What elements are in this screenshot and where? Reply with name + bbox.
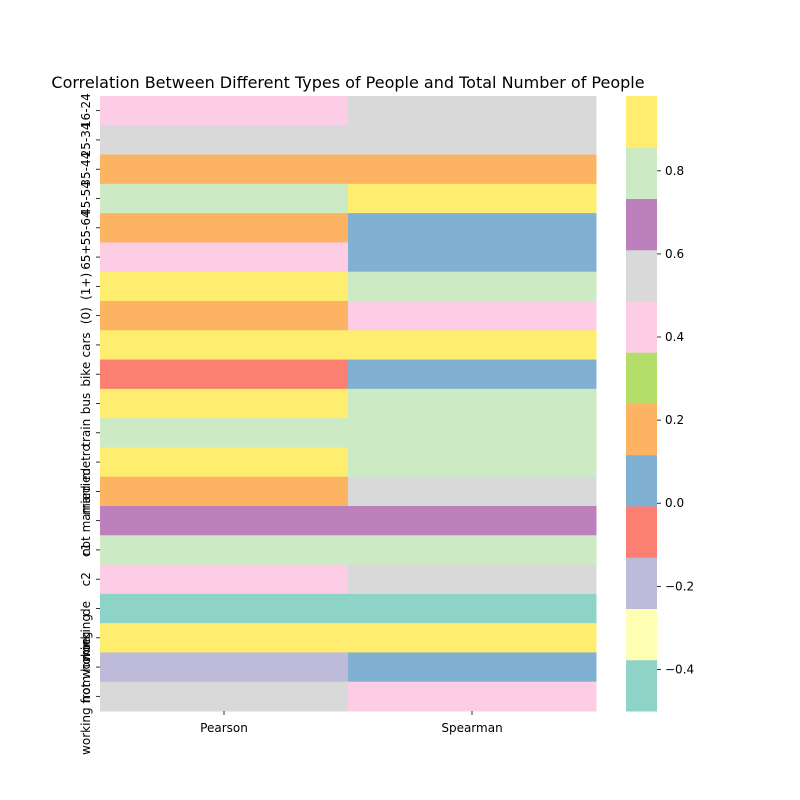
colorbar-segment: [626, 147, 657, 199]
colorbar-segment: [626, 249, 657, 302]
y-tick-label: bike: [79, 362, 93, 387]
heatmap-cell: [100, 154, 349, 185]
y-tick-label: working from home: [79, 638, 93, 755]
colorbar-segment: [626, 352, 657, 404]
heatmap-cell: [100, 652, 349, 683]
heatmap-cell: [100, 418, 349, 448]
colorbar-tick-label: 0.0: [665, 496, 684, 510]
colorbar-tick-label: −0.4: [665, 662, 694, 676]
colorbar-segment: [626, 659, 657, 712]
y-tick-label: bus: [79, 393, 93, 414]
heatmap-cell: [100, 330, 349, 361]
heatmap-cell: [348, 183, 597, 214]
y-tick-label: 55-64: [79, 210, 93, 245]
y-tick-label: c1: [79, 543, 93, 557]
y-tick-label: metro: [79, 444, 93, 480]
y-tick-label: cars: [79, 332, 93, 357]
y-tick-label: 65+: [79, 244, 93, 269]
colorbar-tick-label: 0.6: [665, 247, 684, 261]
y-tick-label: de: [79, 601, 93, 616]
heatmap-cell: [100, 125, 349, 156]
y-tick-label: 35-44: [79, 152, 93, 187]
heatmap-cell: [100, 476, 349, 507]
heatmap-cell: [100, 388, 349, 419]
heatmap-cell: [100, 359, 349, 390]
heatmap-cell: [348, 301, 597, 331]
heatmap-cell: [100, 535, 349, 566]
colorbar-segment: [626, 454, 657, 507]
y-tick-label: c2: [79, 572, 93, 586]
colorbar-segment: [626, 96, 657, 148]
colorbar: −0.4 −0.2 0.0 0.2 0.4 0.6 0.8: [626, 96, 694, 712]
heatmap-cell: [348, 242, 597, 273]
heatmap-cell: [100, 96, 349, 126]
y-tick-label: (0): [79, 307, 93, 324]
y-tick-label: 25-34: [79, 122, 93, 157]
y-tick-label: married: [79, 468, 93, 515]
y-tick-label: 45-54: [79, 181, 93, 216]
heatmap-cell: [348, 359, 597, 390]
x-axis-ticks: Pearson Spearman: [200, 711, 503, 735]
colorbar-segment: [626, 608, 657, 661]
heatmap-cell: [100, 301, 349, 331]
heatmap-cell: [100, 242, 349, 273]
y-tick-label: (1+): [79, 273, 93, 300]
heatmap-cell: [348, 652, 597, 683]
colorbar-segment: [626, 301, 657, 353]
heatmap-cells: [100, 96, 597, 712]
heatmap-cell: [348, 271, 597, 302]
colorbar-segment: [626, 403, 657, 456]
heatmap-cell: [348, 447, 597, 478]
y-tick-label: train: [79, 419, 93, 447]
colorbar-tick-label: 0.2: [665, 413, 684, 427]
chart-title: Correlation Between Different Types of P…: [51, 73, 644, 92]
heatmap-cell: [100, 681, 349, 712]
y-tick-label: working: [79, 614, 93, 662]
heatmap-cell: [348, 535, 597, 566]
heatmap-cell: [100, 213, 349, 243]
colorbar-segment: [626, 506, 657, 558]
heatmap-cell: [348, 388, 597, 419]
heatmap-cell: [348, 623, 597, 653]
heatmap-cell: [348, 564, 597, 595]
heatmap-cell: [348, 213, 597, 243]
heatmap-cell: [348, 330, 597, 361]
heatmap-cell: [100, 271, 349, 302]
colorbar-tick-label: −0.2: [665, 579, 694, 593]
heatmap-cell: [348, 96, 597, 126]
heatmap-cell: [100, 506, 349, 536]
heatmap-cell: [348, 506, 597, 536]
heatmap-cell: [348, 681, 597, 712]
heatmap-cell: [100, 183, 349, 214]
heatmap-cell: [348, 593, 597, 624]
heatmap-cell: [348, 154, 597, 185]
colorbar-segment: [626, 557, 657, 609]
heatmap-cell: [348, 476, 597, 507]
heatmap-cell: [348, 125, 597, 156]
heatmap-cell: [348, 418, 597, 448]
heatmap-cell: [100, 623, 349, 653]
colorbar-tick-label: 0.8: [665, 164, 684, 178]
heatmap-cell: [100, 593, 349, 624]
colorbar-segment: [626, 198, 657, 251]
colorbar-tick-label: 0.4: [665, 330, 684, 344]
x-tick-label: Spearman: [441, 721, 502, 735]
y-tick-label: 16-24: [79, 93, 93, 128]
y-tick-label: not working: [79, 632, 93, 703]
heatmap-cell: [100, 564, 349, 595]
heatmap-cell: [100, 447, 349, 478]
x-tick-label: Pearson: [200, 721, 248, 735]
y-tick-label: not married: [79, 485, 93, 556]
